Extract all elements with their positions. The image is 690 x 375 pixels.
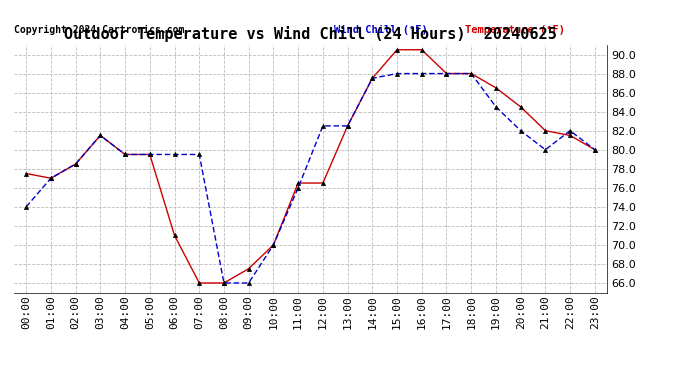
Text: Temperature (°F): Temperature (°F)	[465, 25, 565, 35]
Title: Outdoor Temperature vs Wind Chill (24 Hours)  20240625: Outdoor Temperature vs Wind Chill (24 Ho…	[64, 27, 557, 42]
Text: Copyright 2024 Cartronics.com: Copyright 2024 Cartronics.com	[14, 25, 184, 35]
Text: Wind Chill (°F): Wind Chill (°F)	[334, 25, 428, 35]
